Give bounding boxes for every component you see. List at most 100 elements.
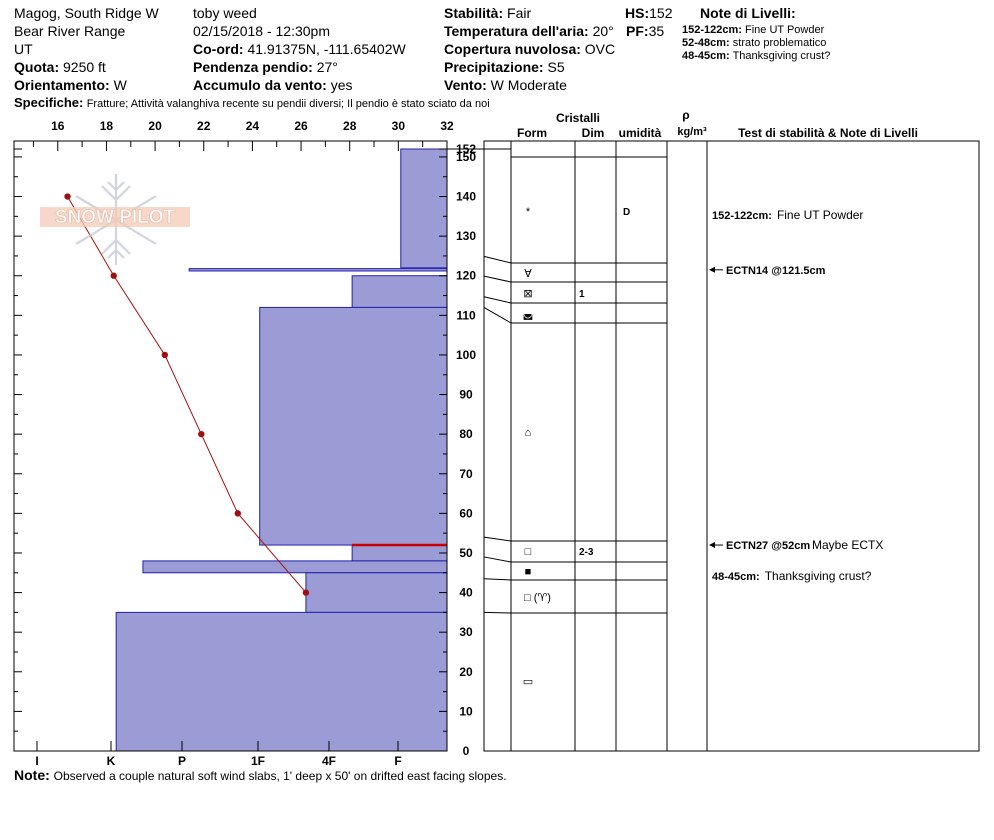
wind: Vento: W Moderate — [444, 77, 567, 93]
test-arrowhead — [709, 266, 715, 273]
sky-cover: Copertura nuvolosa: OVC — [444, 41, 616, 57]
temperature-point-6 — [302, 589, 310, 596]
layer-connector — [483, 556, 512, 563]
depth-tick-label: 140 — [456, 190, 476, 204]
crystal-form: * — [526, 206, 531, 218]
hardness-label: P — [178, 754, 186, 768]
layer-note-3: 48-45cm: Thanksgiving crust? — [682, 50, 831, 62]
crystal-form: ⊠ — [523, 288, 532, 300]
hardness-layers — [115, 148, 448, 752]
hardness-label: I — [35, 754, 38, 768]
slope-angle: Pendenza pendio: 27° — [193, 59, 338, 75]
depth-tick-label: 152 — [456, 142, 476, 156]
temp-tick-label: 28 — [343, 119, 357, 133]
temp-tick-label: 24 — [246, 119, 260, 133]
hardness-layer-8 — [115, 611, 448, 752]
temperature-point-1 — [64, 193, 71, 200]
observer: toby weed — [193, 5, 257, 21]
crystal-form: ◛ — [523, 308, 534, 320]
elevation: Quota: 9250 ft — [14, 59, 106, 75]
depth-tick-label: 150 — [456, 150, 476, 164]
temp-tick-label: 20 — [148, 119, 162, 133]
layer-connector — [483, 296, 512, 304]
aspect: Orientamento: W — [14, 77, 127, 93]
table-note-text: Fine UT Powder — [777, 208, 863, 222]
hardness-layer-5 — [351, 544, 448, 562]
header-tests: Test di stabilità & Note di Livelli — [738, 126, 918, 140]
depth-tick-label: 50 — [459, 546, 473, 560]
temperature-line — [67, 196, 307, 593]
crystal-form: ∀ — [524, 268, 532, 280]
layer-notes-title: Note di Livelli: — [700, 5, 796, 21]
snowpilot-watermark: SNOW PILOT — [40, 174, 190, 265]
watermark-band — [40, 207, 190, 227]
layer-note-2: 52-48cm: strato problematico — [682, 37, 827, 49]
foot-penetration: PF:35 — [626, 23, 665, 39]
hardness-label: F — [394, 754, 401, 768]
test-arrowhead — [709, 542, 715, 549]
layer-connector — [483, 578, 512, 581]
total-snow-height: HS:152 — [625, 5, 673, 21]
depth-tick-label: 60 — [459, 506, 473, 520]
layer-note-1: 152-122cm: Fine UT Powder — [682, 24, 825, 36]
table-layer-note: 48-45cm: Thanksgiving crust? — [712, 569, 872, 583]
stability-test-label: ECTN27 @52cm — [726, 540, 810, 552]
table-note-text: Thanksgiving crust? — [765, 569, 872, 583]
hardness-layer-2 — [188, 268, 448, 272]
header-moisture: umidità — [619, 126, 662, 140]
temperature-point-2 — [110, 272, 117, 279]
stability: Stabilità: Fair — [444, 5, 532, 21]
wind-loading: Accumulo da vento: yes — [193, 77, 353, 93]
axes: 16 18 20 22 24 26 28 30 32 0 10 20 30 40 50 60 70 80 90 100… — [14, 119, 511, 768]
hardness-layer-1 — [400, 148, 448, 269]
watermark-text: SNOW PILOT — [55, 207, 176, 228]
depth-tick-label: 80 — [459, 427, 473, 441]
hardness-layer-7 — [305, 572, 448, 613]
range: Bear River Range — [14, 23, 126, 39]
table-frame — [483, 140, 980, 752]
coordinates: Co-ord: 41.91375N, -111.65402W — [193, 41, 406, 57]
temperature-point-4 — [198, 430, 205, 438]
specifics: Specifiche: Fratture; Attività valanghiv… — [14, 95, 490, 110]
hardness-label: 1F — [251, 754, 265, 768]
crystal-form: ▭ — [523, 676, 533, 688]
depth-tick-label: 10 — [459, 704, 473, 718]
temp-tick-label: 22 — [197, 119, 211, 133]
depth-tick-label: 30 — [459, 625, 473, 639]
depth-tick-label: 90 — [459, 388, 473, 402]
layer-connector — [483, 255, 512, 264]
temp-tick-label: 30 — [392, 119, 406, 133]
stability-test-label: ECTN14 @121.5cm — [726, 265, 826, 277]
crystal-form: ⌂ — [525, 427, 532, 439]
temp-tick-label: 32 — [440, 119, 454, 133]
temp-tick-label: 18 — [100, 119, 114, 133]
depth-tick-label: 20 — [459, 665, 473, 679]
depth-tick-label: 100 — [456, 348, 476, 362]
temp-tick-label: 16 — [51, 119, 65, 133]
depth-tick-label: 0 — [463, 744, 470, 758]
depth-tick-label: 70 — [459, 467, 473, 481]
hardness-layer-3 — [351, 275, 448, 308]
precipitation: Precipitazione: S5 — [444, 59, 565, 75]
temperature-point-3 — [161, 351, 169, 359]
depth-tick-label: 40 — [459, 586, 473, 600]
table-note-range: 48-45cm: — [712, 571, 760, 583]
crystal-form: □ (♈) — [524, 592, 551, 604]
depth-tick-label: 130 — [456, 229, 476, 243]
crystal-form: ■ — [525, 566, 532, 578]
table-note-range: 152-122cm: — [712, 210, 772, 222]
moisture-value: D — [623, 207, 630, 218]
stability-test-comment: Maybe ECTX — [812, 538, 883, 552]
air-temperature: Temperatura dell'aria: 20° — [444, 23, 614, 39]
layer-connector — [483, 275, 512, 283]
hardness-layer-4 — [259, 306, 448, 546]
crystal-size: 1 — [579, 289, 585, 300]
location: Magog, South Ridge W — [14, 5, 159, 21]
layer-connector — [483, 611, 512, 614]
footer-note: Note: Observed a couple natural soft win… — [14, 767, 507, 783]
depth-tick-label: 110 — [456, 308, 476, 322]
layer-table — [483, 140, 980, 752]
chart-frame — [13, 140, 448, 752]
state: UT — [14, 41, 33, 57]
